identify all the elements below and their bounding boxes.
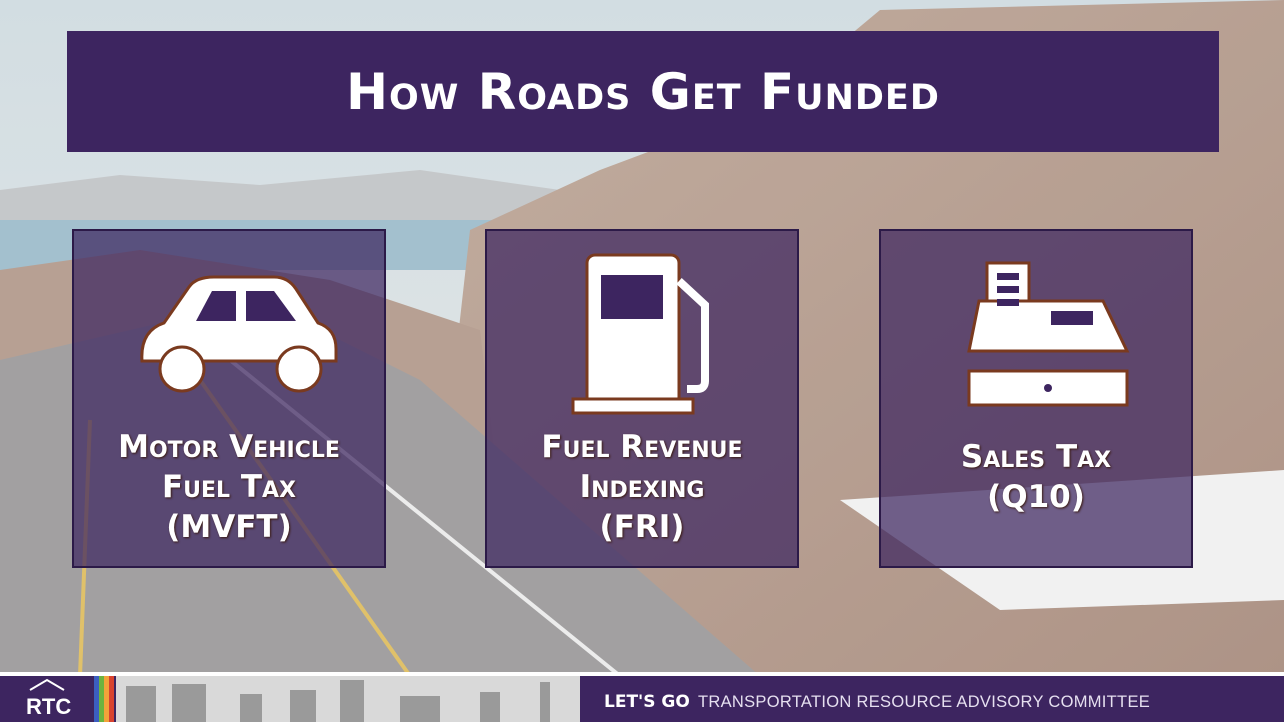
label-line: Sales Tax — [881, 437, 1191, 477]
cash-register-icon — [881, 231, 1195, 570]
footer-graphic — [0, 676, 580, 722]
slide: How Roads Get Funded Motor Vehicle Fuel … — [0, 0, 1284, 722]
label-line: (FRI) — [487, 507, 797, 547]
footer-committee: TRANSPORTATION RESOURCE ADVISORY COMMITT… — [698, 693, 1150, 712]
label-line: Indexing — [487, 467, 797, 507]
footer-tagline: LET'S GO — [604, 692, 690, 712]
card-label: Fuel Revenue Indexing (FRI) — [487, 427, 797, 547]
title-bar: How Roads Get Funded — [67, 31, 1219, 152]
funding-card: Motor Vehicle Fuel Tax (MVFT) — [72, 229, 386, 568]
label-line: (MVFT) — [74, 507, 384, 547]
card-label: Motor Vehicle Fuel Tax (MVFT) — [74, 427, 384, 547]
footer-logo: RTC — [26, 694, 71, 720]
funding-card: Sales Tax (Q10) — [879, 229, 1193, 568]
funding-card: Fuel Revenue Indexing (FRI) — [485, 229, 799, 568]
card-label: Sales Tax (Q10) — [881, 437, 1191, 517]
label-line: Motor Vehicle — [74, 427, 384, 467]
label-line: Fuel Revenue — [487, 427, 797, 467]
label-line: (Q10) — [881, 477, 1191, 517]
slide-title: How Roads Get Funded — [346, 63, 940, 121]
footer: RTC LET'S GO TRANSPORTATION RESOURCE ADV… — [0, 676, 1284, 722]
label-line: Fuel Tax — [74, 467, 384, 507]
